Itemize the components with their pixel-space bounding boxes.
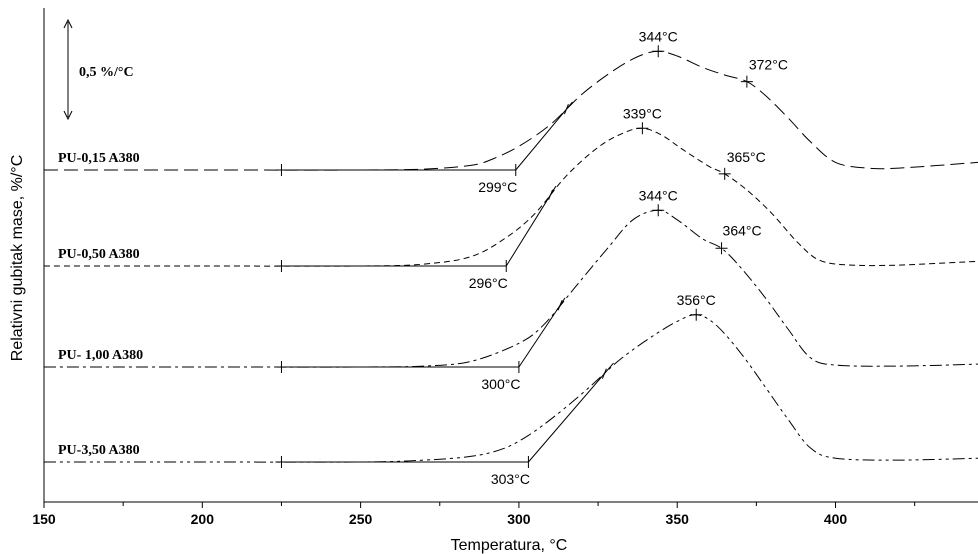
scale-bar-label: 0,5 %/°C [79, 65, 134, 80]
temperature-annotation: 344°C [639, 28, 678, 44]
temperature-annotation: 372°C [749, 57, 788, 73]
onset-tangent [505, 185, 557, 267]
x-ticks: 150 200 250 300 350 400 [32, 502, 916, 527]
inflection-tick [601, 368, 607, 379]
onset-tangent [518, 297, 566, 368]
series-label: PU-3,50 A380 [58, 443, 140, 458]
series-curve [44, 50, 978, 171]
series-label: PU- 1,00 A380 [58, 348, 143, 363]
temperature-annotation: 300°C [481, 376, 520, 392]
series-2 [44, 127, 978, 272]
x-tick-label: 300 [507, 511, 531, 527]
onset-tangent [515, 101, 573, 171]
temperature-annotation: 344°C [639, 187, 678, 203]
series-label: PU-0,50 A380 [58, 247, 140, 262]
x-tick-label: 250 [349, 511, 373, 527]
scale-bar: 0,5 %/°C [63, 18, 134, 121]
scale-bar-arrow-top [63, 18, 73, 29]
series-4 [44, 314, 978, 468]
inflection-tick [557, 300, 563, 311]
temperature-annotation: 296°C [469, 275, 508, 291]
series-curve [44, 314, 978, 463]
annotation-layer: PU-0,15 A380 299°C 344°C 372°C PU-0,50 A380 2… [58, 28, 788, 487]
x-tick-label: 200 [191, 511, 215, 527]
x-tick-label: 150 [32, 511, 56, 527]
temperature-annotation: 299°C [478, 179, 517, 195]
temperature-annotation: 356°C [677, 292, 716, 308]
inflection-tick [548, 189, 554, 200]
onset-tangent [528, 362, 614, 463]
temperature-annotation: 365°C [727, 149, 766, 165]
axes [43, 8, 978, 503]
series-layer [44, 50, 978, 468]
x-tick-label: 350 [666, 511, 690, 527]
series-curve [44, 127, 978, 267]
y-axis-title: Relativni gubitak mase, %/°C [9, 155, 26, 361]
inflection-tick [563, 104, 569, 115]
x-tick-label: 400 [824, 511, 848, 527]
temperature-annotation: 364°C [723, 222, 762, 238]
temperature-annotation: 339°C [623, 105, 662, 121]
series-label: PU-0,15 A380 [58, 151, 140, 166]
series-3 [44, 209, 978, 373]
series-1 [44, 50, 978, 176]
scale-bar-arrow-bottom [63, 110, 73, 121]
x-axis-title: Temperatura, °C [451, 537, 568, 554]
temperature-annotation: 303°C [491, 471, 530, 487]
